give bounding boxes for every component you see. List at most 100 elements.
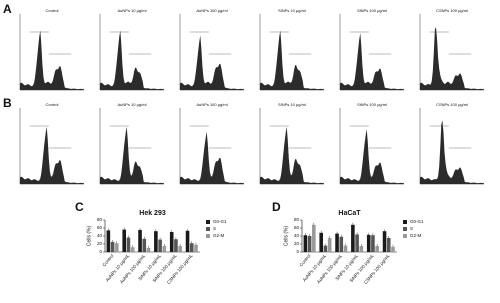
y-tick-label: 20 [294,241,300,246]
axis [259,14,324,91]
axis [259,108,324,185]
y-tick-label: 20 [97,241,103,246]
bar [366,234,371,252]
bar [386,238,391,252]
y-axis-label: Cells (%) [283,226,289,247]
bar [323,245,328,252]
bar [343,245,348,252]
histogram [420,27,484,91]
histogram [340,129,404,184]
legend-label: G0-G1 [213,219,227,224]
legend-swatch [403,234,407,238]
legend-swatch [206,220,210,224]
bar [335,233,339,252]
histogram-title: SiNPs 10 μg/ml [278,8,306,13]
bar [371,235,375,252]
bar [312,224,316,252]
bar [154,231,158,252]
bar [185,230,190,252]
bar [174,239,178,252]
histogram-title: CSNPs 100 μg/ml [436,102,468,107]
bar [303,235,308,252]
histogram-title: AuNPs 100 μg/ml [196,8,227,13]
panel-label: C [75,200,84,214]
x-tick-label: Control [298,253,311,267]
bar [327,238,332,252]
legend-label: G2-M [213,233,225,238]
histogram-title: AuNPs 100 μg/ml [196,102,227,107]
bar [307,236,312,252]
chart-title: Hek 293 [139,210,166,217]
histogram-title: SiNPs 10 μg/ml [278,102,306,107]
bar [382,231,387,252]
bar [130,247,135,252]
bar [351,224,355,252]
bar [359,246,364,252]
bar [158,239,162,252]
bar [319,232,324,252]
bar [194,244,198,252]
legend-swatch [206,227,210,231]
bar [339,236,344,252]
bar [169,232,174,252]
histogram [260,126,324,184]
bar [178,246,182,252]
legend-swatch [403,220,407,224]
y-tick-label: 0 [296,249,299,254]
legend-label: S [213,226,216,231]
axis [179,14,244,91]
bar [126,237,131,252]
histogram [100,30,164,90]
histogram [180,131,244,184]
bar [189,243,194,252]
histogram-title: AuNPs 10 μg/ml [118,102,147,107]
bar [146,248,151,252]
bar [115,243,119,252]
histogram [420,120,484,184]
legend-swatch [403,227,407,231]
histogram [100,126,164,184]
bar [106,230,111,252]
panel-label: D [272,200,281,214]
y-tick-label: 0 [99,249,102,254]
y-tick-label: 40 [294,233,300,238]
histogram [20,30,84,90]
axis [19,108,84,185]
y-tick-label: 80 [97,217,103,222]
histogram-title: SiNPs 100 μg/ml [357,102,387,107]
panel-label: B [3,96,12,110]
axis [99,14,164,91]
histogram [20,126,84,184]
histogram-title: AuNPs 10 μg/ml [118,8,147,13]
y-tick-label: 60 [97,225,103,230]
axis [339,108,404,185]
axis [339,14,404,91]
axis [419,108,484,185]
y-tick-label: 60 [294,225,300,230]
histogram [340,33,404,90]
y-tick-label: 40 [97,233,103,238]
bar [375,246,379,252]
histogram-title: Control [46,8,59,13]
axis [179,108,244,185]
axis [99,108,164,185]
bar [391,246,395,252]
chart-title: HaCaT [338,210,361,217]
y-tick-label: 80 [294,217,300,222]
histogram [180,35,244,90]
histogram [260,30,324,90]
y-axis-label: Cells (%) [86,226,92,247]
histogram-title: CSNPs 100 μg/ml [436,8,468,13]
legend-label: G2-M [410,233,422,238]
bar [162,246,167,252]
legend-label: G0-G1 [410,219,424,224]
histogram-title: Control [46,102,59,107]
bar [355,234,359,252]
bar [142,238,147,252]
axis [19,14,84,91]
bar [122,229,127,252]
axis [419,14,484,91]
x-tick-label: Control [101,253,114,267]
legend-swatch [206,234,210,238]
